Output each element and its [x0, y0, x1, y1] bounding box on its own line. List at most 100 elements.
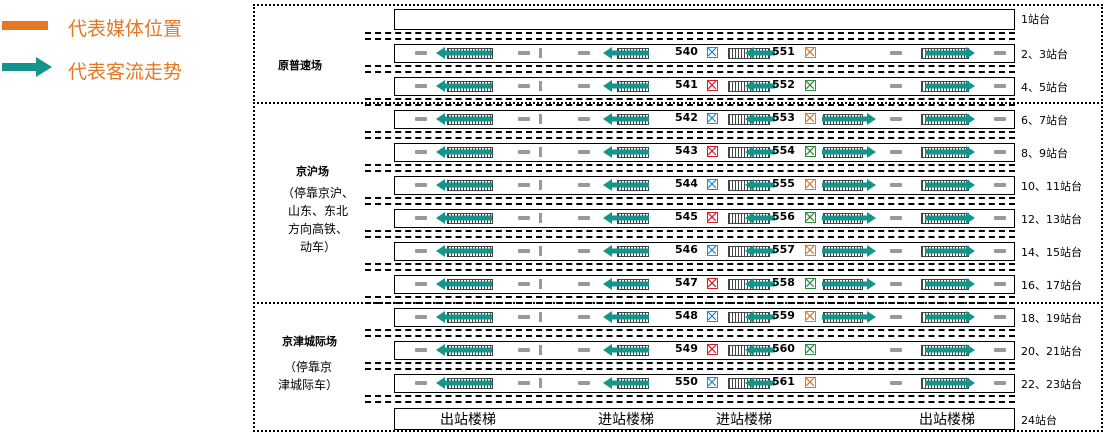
flow-arrow-left: [745, 344, 775, 356]
media-position-icon: [707, 179, 718, 190]
platform-dash: [578, 348, 590, 352]
flow-arrow-left: [603, 344, 649, 356]
media-number: 545: [675, 210, 698, 223]
platform-dash: [890, 183, 902, 187]
flow-arrow-right: [822, 311, 876, 323]
platform-dash: [994, 183, 1006, 187]
flow-arrow-right: [925, 278, 975, 290]
flow-arrow-right: [925, 146, 975, 158]
platform-dash: [890, 117, 902, 121]
platform-bar: [539, 246, 542, 256]
platform-dash: [890, 315, 902, 319]
section-label-jinghu: 京沪场: [296, 165, 329, 178]
track: [365, 395, 1015, 404]
platform-24-box: [394, 408, 1015, 430]
flow-arrow-right: [822, 146, 876, 158]
platform-dash: [890, 216, 902, 220]
track: [365, 263, 1015, 272]
platform-dash: [578, 150, 590, 154]
platform-dash: [518, 183, 530, 187]
platform-dash: [518, 51, 530, 55]
track: [365, 65, 1015, 74]
flow-arrow-left: [745, 311, 775, 323]
platform-dash: [415, 348, 427, 352]
legend-flow-arrow-icon: [2, 57, 52, 77]
platform-dash: [890, 150, 902, 154]
media-position-icon: [707, 146, 718, 157]
platform-bar: [539, 312, 542, 322]
media-number: 540: [675, 45, 698, 58]
media-position-icon: [805, 47, 816, 58]
flow-arrow-left: [436, 113, 492, 125]
media-position-icon: [805, 212, 816, 223]
platform-dash: [415, 315, 427, 319]
flow-arrow-left: [436, 80, 492, 92]
platform-dash: [890, 282, 902, 286]
flow-arrow-left: [745, 179, 775, 191]
platform-dash: [994, 282, 1006, 286]
flow-arrow-right: [822, 113, 876, 125]
flow-arrow-left: [603, 212, 649, 224]
platform-label: 16、17站台: [1021, 279, 1082, 292]
platform-dash: [578, 315, 590, 319]
platform-dash: [415, 84, 427, 88]
track: [365, 197, 1015, 206]
platform-dash: [518, 348, 530, 352]
platform-dash: [578, 84, 590, 88]
platform-dash: [994, 249, 1006, 253]
flow-arrow-right: [925, 344, 975, 356]
media-position-icon: [707, 377, 718, 388]
media-number: 543: [675, 144, 698, 157]
track: [365, 131, 1015, 140]
media-number: 541: [675, 78, 698, 91]
platform-dash: [415, 282, 427, 286]
platform-bar: [539, 378, 542, 388]
media-number: 546: [675, 243, 698, 256]
media-number: 549: [675, 342, 698, 355]
platform-dash: [415, 117, 427, 121]
platform-dash: [518, 249, 530, 253]
media-position-icon: [707, 47, 718, 58]
platform-label: 18、19站台: [1021, 312, 1082, 325]
flow-arrow-left: [603, 311, 649, 323]
flow-arrow-left: [603, 80, 649, 92]
platform-dash: [994, 315, 1006, 319]
platform-label: 2、3站台: [1021, 48, 1068, 61]
flow-arrow-right: [925, 212, 975, 224]
platform-label: 8、9站台: [1021, 147, 1068, 160]
platform-dash: [578, 51, 590, 55]
platform-box: [394, 44, 1015, 63]
legend-flow-text: 代表客流走势: [68, 61, 183, 83]
section-sub-jingjin: （停靠京 津城际车）: [258, 358, 358, 394]
section-sub-line: 动车）: [299, 240, 336, 254]
platform-dash: [890, 51, 902, 55]
platform-dash: [578, 183, 590, 187]
flow-arrow-left: [436, 311, 492, 323]
section-sub-line: 山东、东北: [287, 204, 348, 218]
platform-label: 6、7站台: [1021, 114, 1068, 127]
flow-arrow-right: [822, 245, 876, 257]
platform-label: 14、15站台: [1021, 246, 1082, 259]
media-position-icon: [707, 278, 718, 289]
platform-dash: [518, 315, 530, 319]
platform-dash: [415, 381, 427, 385]
track: [365, 164, 1015, 173]
flow-arrow-right: [925, 245, 975, 257]
platform-bar: [539, 114, 542, 124]
platform-dash: [518, 117, 530, 121]
flow-arrow-right: [925, 179, 975, 191]
media-number: 561: [772, 375, 795, 388]
platform-dash: [518, 381, 530, 385]
platform-dash: [994, 84, 1006, 88]
media-position-icon: [805, 146, 816, 157]
flow-arrow-right: [822, 212, 876, 224]
track: [365, 362, 1015, 371]
platform-dash: [994, 51, 1006, 55]
platform-dash: [415, 183, 427, 187]
flow-arrow-left: [436, 278, 492, 290]
track: [365, 329, 1015, 338]
media-number: 542: [675, 111, 698, 124]
platform-box: [394, 374, 1015, 393]
track: [365, 296, 1015, 305]
flow-arrow-left: [436, 245, 492, 257]
